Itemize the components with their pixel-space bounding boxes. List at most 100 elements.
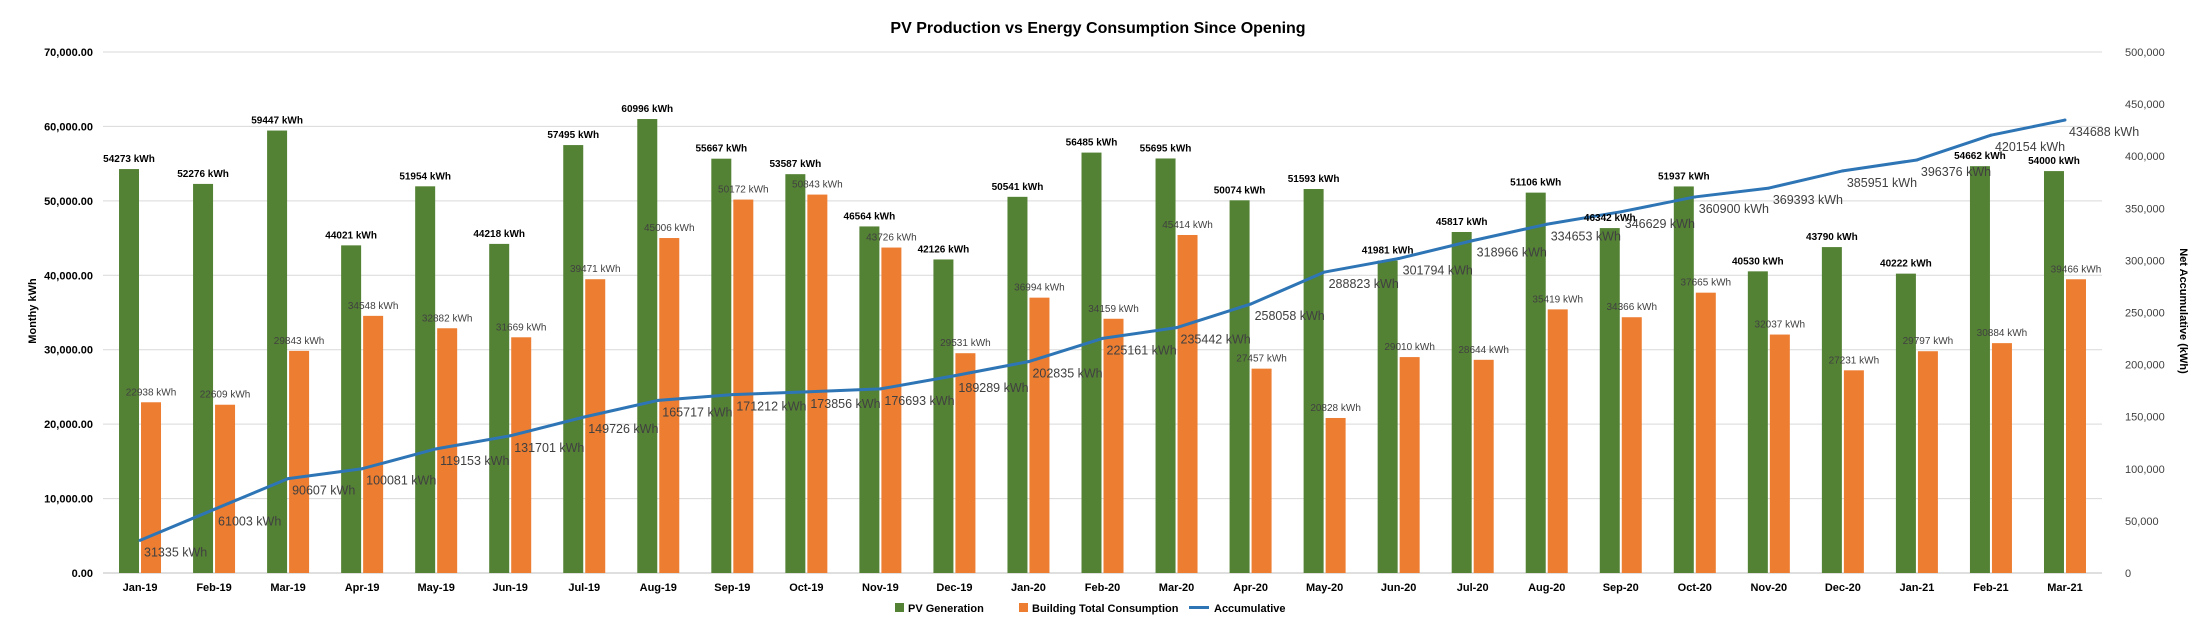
pv-generation-data-label: 54000 kWh xyxy=(2028,156,2080,167)
y2-axis-label: Net Accumulative (kWh) xyxy=(2177,248,2189,374)
pv-generation-data-label: 44021 kWh xyxy=(325,230,377,241)
pv-generation-bar xyxy=(1969,166,1990,573)
pv-generation-data-label: 46564 kWh xyxy=(844,211,896,222)
y2-tick-label: 50,000 xyxy=(2125,516,2159,528)
building-consumption-bar xyxy=(585,279,606,573)
x-tick-label: Feb-21 xyxy=(1973,582,2008,594)
accumulative-point xyxy=(1397,257,1401,261)
y2-tick-label: 350,000 xyxy=(2125,203,2165,215)
x-tick-label: Feb-19 xyxy=(196,582,231,594)
pv-generation-data-label: 51937 kWh xyxy=(1658,171,1710,182)
pv-generation-data-label: 50074 kWh xyxy=(1214,185,1266,196)
building-consumption-bar xyxy=(1695,292,1716,573)
accumulative-point xyxy=(804,390,808,394)
pv-generation-data-label: 46342 kWh xyxy=(1584,213,1636,224)
accumulative-data-label: 171212 kWh xyxy=(736,400,806,414)
building-consumption-bar xyxy=(1177,234,1198,573)
pv-generation-bar xyxy=(785,174,806,573)
building-consumption-data-label: 32037 kWh xyxy=(1755,320,1806,331)
accumulative-data-label: 202835 kWh xyxy=(1032,367,1102,381)
x-tick-label: Aug-19 xyxy=(640,582,677,594)
pv-generation-bar xyxy=(193,183,214,573)
building-consumption-bar xyxy=(955,353,976,573)
pv-generation-data-label: 55695 kWh xyxy=(1140,143,1192,154)
building-consumption-bar xyxy=(363,315,384,573)
pv-generation-bar xyxy=(1377,260,1398,573)
building-consumption-bar xyxy=(1769,334,1790,573)
building-consumption-data-label: 31669 kWh xyxy=(496,322,547,333)
pv-generation-bar xyxy=(2043,171,2064,574)
accumulative-data-label: 369393 kWh xyxy=(1773,193,1843,207)
x-tick-label: Jan-19 xyxy=(123,582,158,594)
accumulative-point xyxy=(1693,195,1697,199)
legend: PV Generation Building Total Consumption A… xyxy=(895,603,1286,615)
y2-tick-label: 300,000 xyxy=(2125,255,2165,267)
y-tick-label: 20,000.00 xyxy=(44,419,93,431)
x-tick-label: Oct-20 xyxy=(1678,582,1712,594)
accumulative-line xyxy=(138,118,2067,542)
y2-tick-label: 250,000 xyxy=(2125,308,2165,320)
building-consumption-data-label: 34159 kWh xyxy=(1088,304,1139,315)
y2-tick-label: 500,000 xyxy=(2125,47,2165,59)
building-consumption-bar xyxy=(2065,279,2086,573)
accumulative-data-label: 31335 kWh xyxy=(144,545,207,559)
accumulative-data-label: 334653 kWh xyxy=(1551,229,1621,243)
pv-generation-bar xyxy=(933,259,954,573)
accumulative-data-label: 420154 kWh xyxy=(1995,140,2065,154)
y-tick-label: 10,000.00 xyxy=(44,494,93,506)
legend-swatch xyxy=(895,603,904,612)
x-tick-label: Jun-19 xyxy=(492,582,527,594)
pv-generation-bar xyxy=(1525,192,1546,573)
x-tick-label: Jan-20 xyxy=(1011,582,1046,594)
pv-generation-bar xyxy=(711,158,732,573)
accumulative-point xyxy=(508,434,512,438)
x-tick-label: Mar-20 xyxy=(1159,582,1194,594)
y2-tick-label: 450,000 xyxy=(2125,99,2165,111)
building-consumption-bar xyxy=(881,247,902,573)
accumulative-point xyxy=(1619,210,1623,214)
accumulative-data-label: 131701 kWh xyxy=(514,441,584,455)
pv-generation-data-label: 51954 kWh xyxy=(399,171,451,182)
x-tick-label: May-19 xyxy=(418,582,455,594)
x-tick-label: Apr-19 xyxy=(345,582,380,594)
accumulative-data-label: 100081 kWh xyxy=(366,474,436,488)
x-tick-label: Nov-20 xyxy=(1750,582,1787,594)
building-consumption-bar xyxy=(1029,297,1050,573)
building-consumption-bar xyxy=(1621,317,1642,573)
pv-generation-data-label: 51593 kWh xyxy=(1288,174,1340,185)
accumulative-point xyxy=(952,374,956,378)
pv-generation-data-label: 53587 kWh xyxy=(770,159,822,170)
building-consumption-data-label: 32882 kWh xyxy=(422,313,473,324)
accumulative-point xyxy=(1249,302,1253,306)
building-consumption-bar xyxy=(141,402,162,573)
building-consumption-data-label: 35419 kWh xyxy=(1532,294,1583,305)
accumulative-data-label: 90607 kWh xyxy=(292,484,355,498)
building-consumption-bar xyxy=(511,337,532,573)
building-consumption-data-label: 30884 kWh xyxy=(1977,328,2028,339)
x-axis-labels: Jan-19 Feb-19 Mar-19 Apr-19 May-19 Jun-19 Jul-… xyxy=(123,582,2083,594)
building-consumption-data-label: 50843 kWh xyxy=(792,180,843,191)
y2-tick-label: 200,000 xyxy=(2125,360,2165,372)
x-tick-label: Feb-20 xyxy=(1085,582,1120,594)
chart-title: PV Production vs Energy Consumption Sinc… xyxy=(890,20,1305,37)
accumulative-point xyxy=(1026,360,1030,364)
gridlines xyxy=(103,51,2102,574)
building-consumption-data-label: 29843 kWh xyxy=(274,336,325,347)
accumulative-point xyxy=(212,507,216,511)
x-tick-label: Mar-21 xyxy=(2047,582,2082,594)
building-consumption-bar xyxy=(1991,343,2012,573)
pv-generation-bar xyxy=(1451,231,1472,574)
accumulative-point xyxy=(730,393,734,397)
y-tick-label: 0.00 xyxy=(72,568,93,580)
building-consumption-data-label: 22609 kWh xyxy=(200,390,251,401)
accumulative-point xyxy=(1323,270,1327,274)
pv-generation-data-label: 55667 kWh xyxy=(695,144,747,155)
accumulative-data-label: 173856 kWh xyxy=(810,397,880,411)
building-consumption-data-label: 45006 kWh xyxy=(644,223,695,234)
legend-label: Building Total Consumption xyxy=(1032,603,1179,615)
accumulative-point xyxy=(1989,133,1993,137)
y2-tick-label: 0 xyxy=(2125,568,2131,580)
accumulative-data-label: 301794 kWh xyxy=(1403,264,1473,278)
pv-generation-data-label: 56485 kWh xyxy=(1066,138,1118,149)
